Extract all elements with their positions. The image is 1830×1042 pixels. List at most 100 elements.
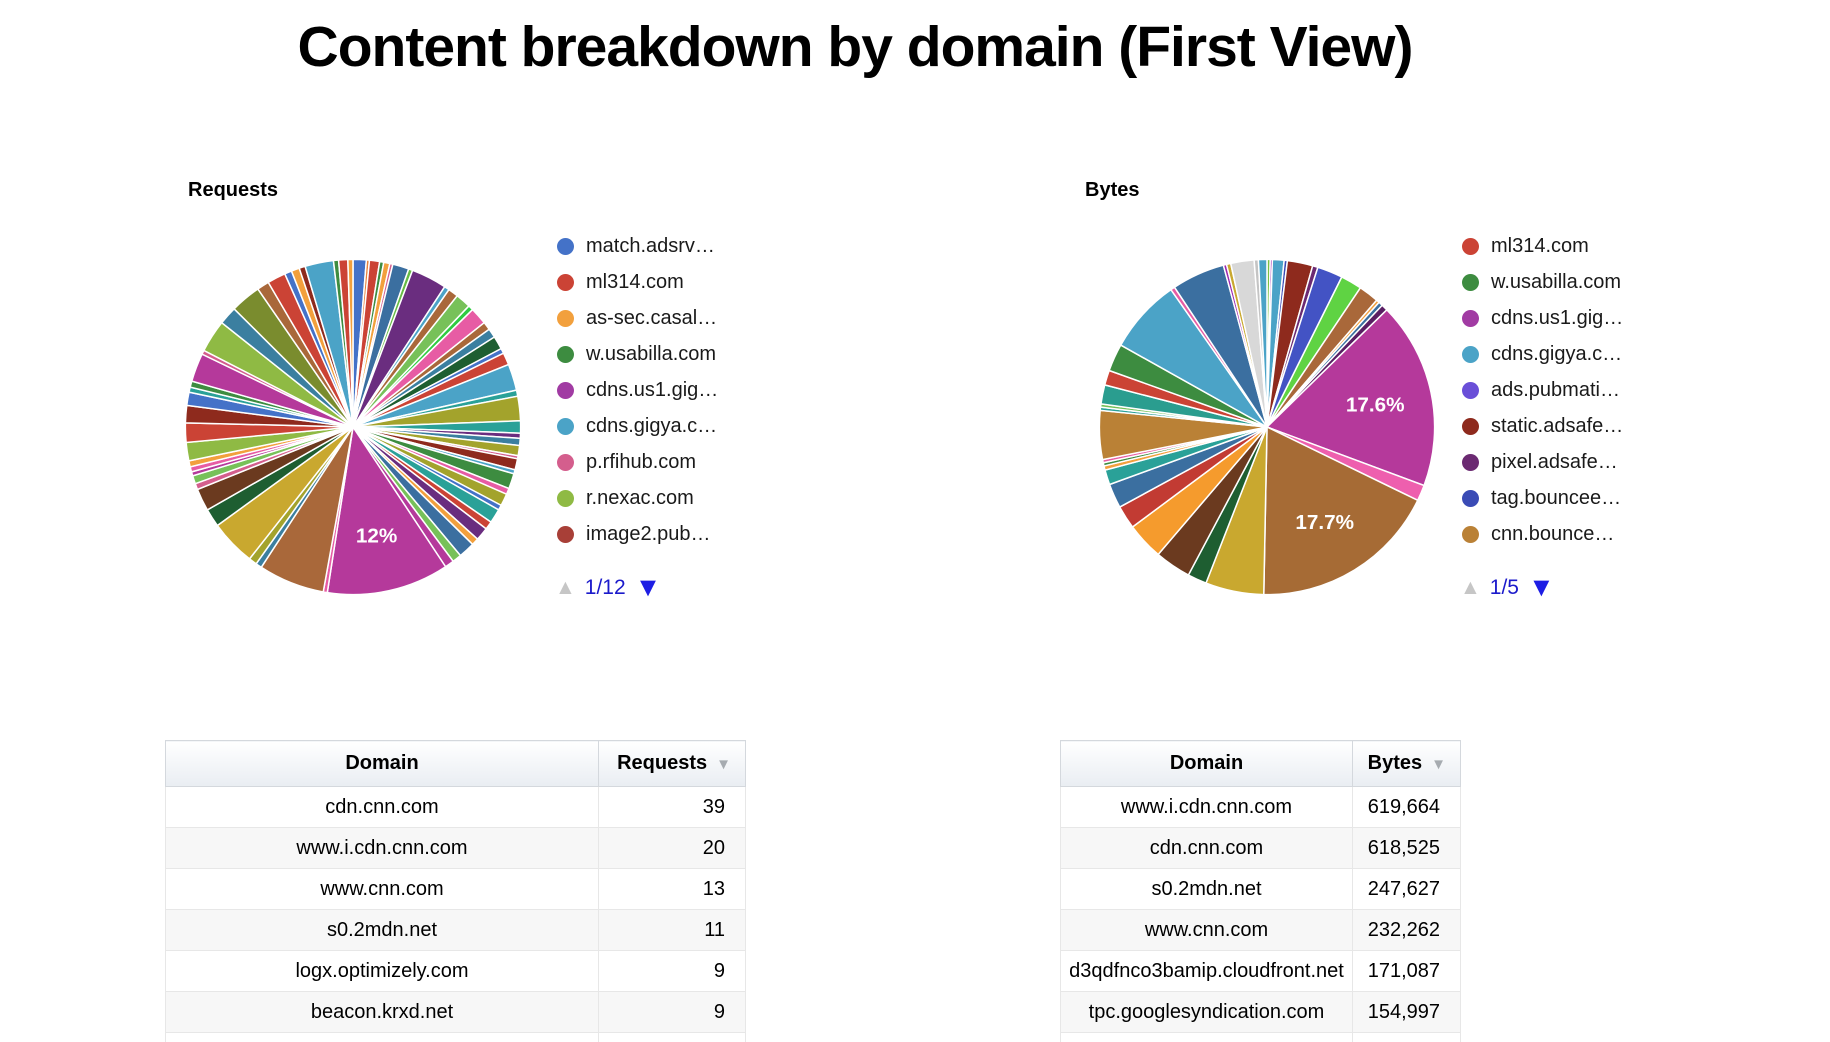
domain-cell: www.cnn.com bbox=[1060, 909, 1353, 951]
legend-label: cdns.us1.gig… bbox=[1491, 306, 1624, 329]
legend-color-dot bbox=[1462, 381, 1479, 399]
pie-slice[interactable] bbox=[1265, 308, 1436, 487]
legend-item: cdns.us1.gig… bbox=[1462, 300, 1623, 336]
legend-color-dot bbox=[557, 273, 574, 291]
table-row: d3qdfnco3bamip.cloudfront.net 171,087 bbox=[1060, 950, 1461, 992]
bytes-pie-chart[interactable]: 17.6% 17.7% bbox=[1089, 249, 1445, 605]
legend-label: w.usabilla.com bbox=[1491, 270, 1622, 293]
legend-label: r.nexac.com bbox=[586, 486, 694, 509]
legend-color-dot bbox=[557, 417, 574, 435]
legend-item: image2.pub… bbox=[557, 516, 718, 552]
domain-cell bbox=[1060, 1032, 1353, 1042]
pie-slice[interactable] bbox=[326, 424, 447, 596]
value-cell: 618,525 bbox=[1352, 827, 1461, 869]
bytes-chart-title: Bytes bbox=[1085, 179, 1140, 201]
legend-color-dot bbox=[557, 525, 574, 543]
legend-item: pixel.adsafe… bbox=[1462, 444, 1623, 480]
legend-page-indicator: 1/5 bbox=[1489, 576, 1519, 599]
legend-item: r.nexac.com bbox=[557, 480, 718, 516]
legend-label: ml314.com bbox=[1491, 234, 1589, 257]
table-header-row: Domain Requests ▼ bbox=[165, 740, 746, 787]
requests-column-header[interactable]: Requests ▼ bbox=[598, 740, 746, 787]
legend-color-dot bbox=[1462, 237, 1479, 255]
domain-cell: tpc.googlesyndication.com bbox=[1060, 991, 1353, 1033]
value-cell: 154,997 bbox=[1352, 991, 1461, 1033]
table-row: www.i.cdn.cnn.com 20 bbox=[165, 827, 746, 869]
domain-cell: cdn.cnn.com bbox=[165, 786, 599, 828]
value-cell: 39 bbox=[598, 786, 746, 828]
legend-page-indicator: 1/12 bbox=[584, 576, 626, 599]
table-header-row: Domain Bytes ▼ bbox=[1060, 740, 1461, 787]
legend-color-dot bbox=[557, 381, 574, 399]
table-row-partial bbox=[1060, 1032, 1461, 1042]
value-cell bbox=[598, 1032, 746, 1042]
value-cell: 9 bbox=[598, 991, 746, 1033]
domain-cell: d3qdfnco3bamip.cloudfront.net bbox=[1060, 950, 1353, 992]
table-row: s0.2mdn.net 11 bbox=[165, 909, 746, 951]
legend-label: cdns.gigya.c… bbox=[586, 414, 718, 437]
sort-desc-icon: ▼ bbox=[716, 756, 731, 773]
domain-cell: cdn.cnn.com bbox=[1060, 827, 1353, 869]
value-cell: 232,262 bbox=[1352, 909, 1461, 951]
requests-legend-pager: ▲ 1/12 ▼ bbox=[555, 574, 661, 601]
legend-next-icon[interactable]: ▼ bbox=[634, 572, 662, 602]
table-row: tpc.googlesyndication.com 154,997 bbox=[1060, 991, 1461, 1033]
bytes-table: Domain Bytes ▼ www.i.cdn.cnn.com 619,664 cd… bbox=[1060, 740, 1461, 1042]
requests-table: Domain Requests ▼ cdn.cnn.com 39 www.i.cdn.… bbox=[165, 740, 746, 1042]
bytes-column-header[interactable]: Bytes ▼ bbox=[1352, 740, 1461, 787]
domain-cell: beacon.krxd.net bbox=[165, 991, 599, 1033]
legend-label: tag.bouncee… bbox=[1491, 486, 1622, 509]
legend-item: p.rfihub.com bbox=[557, 444, 718, 480]
table-row: www.i.cdn.cnn.com 619,664 bbox=[1060, 786, 1461, 828]
table-row: beacon.krxd.net 9 bbox=[165, 991, 746, 1033]
domain-column-header[interactable]: Domain bbox=[1060, 740, 1353, 787]
bytes-legend: ml314.com w.usabilla.com cdns.us1.gig… cdns… bbox=[1462, 228, 1623, 552]
pie-slice-label: 17.7% bbox=[1295, 511, 1354, 534]
table-row: s0.2mdn.net 247,627 bbox=[1060, 868, 1461, 910]
legend-item: tag.bouncee… bbox=[1462, 480, 1623, 516]
legend-color-dot bbox=[1462, 417, 1479, 435]
legend-label: static.adsafe… bbox=[1491, 414, 1624, 437]
pie-slice[interactable] bbox=[1263, 425, 1419, 596]
value-cell bbox=[1352, 1032, 1461, 1042]
legend-label: cnn.bounce… bbox=[1491, 522, 1615, 545]
legend-prev-icon[interactable]: ▲ bbox=[555, 576, 576, 599]
legend-label: ml314.com bbox=[586, 270, 684, 293]
legend-item: static.adsafe… bbox=[1462, 408, 1623, 444]
pie-slice-label: 12% bbox=[356, 525, 397, 548]
legend-label: cdns.gigya.c… bbox=[1491, 342, 1623, 365]
domain-cell: www.cnn.com bbox=[165, 868, 599, 910]
legend-color-dot bbox=[1462, 273, 1479, 291]
sort-desc-icon: ▼ bbox=[1431, 756, 1446, 773]
legend-color-dot bbox=[1462, 525, 1479, 543]
page-title: Content breakdown by domain (First View) bbox=[297, 15, 1414, 79]
legend-item: cdns.gigya.c… bbox=[1462, 336, 1623, 372]
legend-color-dot bbox=[1462, 345, 1479, 363]
legend-color-dot bbox=[557, 489, 574, 507]
table-row: cdn.cnn.com 39 bbox=[165, 786, 746, 828]
value-cell: 20 bbox=[598, 827, 746, 869]
value-cell: 619,664 bbox=[1352, 786, 1461, 828]
legend-prev-icon[interactable]: ▲ bbox=[1460, 576, 1481, 599]
pie-slice[interactable] bbox=[347, 258, 354, 428]
value-cell: 11 bbox=[598, 909, 746, 951]
requests-pie-chart[interactable]: 12% bbox=[175, 249, 531, 605]
pie-slice[interactable] bbox=[1257, 258, 1268, 428]
legend-color-dot bbox=[557, 345, 574, 363]
legend-color-dot bbox=[1462, 453, 1479, 471]
legend-label: ads.pubmati… bbox=[1491, 378, 1620, 401]
table-row: www.cnn.com 232,262 bbox=[1060, 909, 1461, 951]
legend-label: image2.pub… bbox=[586, 522, 711, 545]
legend-item: cnn.bounce… bbox=[1462, 516, 1623, 552]
legend-label: pixel.adsafe… bbox=[1491, 450, 1618, 473]
legend-item: ml314.com bbox=[1462, 228, 1623, 264]
legend-next-icon[interactable]: ▼ bbox=[1528, 572, 1555, 602]
legend-item: cdns.us1.gig… bbox=[557, 372, 718, 408]
table-row-partial bbox=[165, 1032, 746, 1042]
value-cell: 9 bbox=[598, 950, 746, 992]
legend-color-dot bbox=[557, 309, 574, 327]
domain-cell: s0.2mdn.net bbox=[1060, 868, 1353, 910]
legend-item: w.usabilla.com bbox=[1462, 264, 1623, 300]
domain-column-header[interactable]: Domain bbox=[165, 740, 599, 787]
